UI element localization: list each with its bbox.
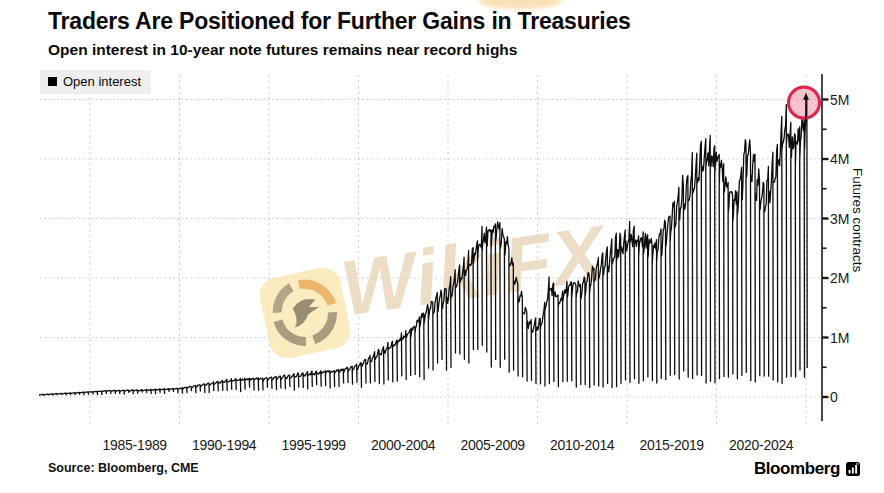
y-axis-minor-tick: [822, 247, 827, 249]
y-axis-minor-tick: [822, 128, 827, 130]
y-axis-major-tick: [822, 217, 829, 219]
y-axis-minor-tick: [822, 188, 827, 190]
y-axis-major-tick: [822, 158, 829, 160]
x-tick-label: 2015-2019: [626, 437, 718, 453]
source-note: Source: Bloomberg, CME: [48, 461, 199, 475]
y-axis-major-tick: [822, 98, 829, 100]
bloomberg-wordmark: Bloomberg: [754, 459, 840, 479]
record-high-arrowhead: [803, 93, 809, 100]
legend: Open interest: [40, 70, 151, 94]
record-high-marker: [789, 87, 820, 118]
y-axis-major-tick: [822, 277, 829, 279]
y-tick-label: 5M: [830, 91, 870, 109]
y-axis-major-tick: [822, 396, 829, 398]
x-tick-label: 1990-1994: [178, 437, 270, 453]
y-tick-label: 0: [830, 388, 870, 406]
x-tick-label: 2005-2009: [447, 437, 539, 453]
y-axis-major-tick: [822, 336, 829, 338]
x-tick-label: 1985-1989: [89, 437, 181, 453]
x-tick-label: 2020-2024: [715, 437, 807, 453]
chart-subtitle: Open interest in 10-year note futures re…: [48, 41, 517, 59]
x-tick-label: 1995-1999: [268, 437, 360, 453]
bloomberg-branding: Bloomberg: [754, 459, 860, 479]
x-tick-label: 2010-2014: [536, 437, 628, 453]
y-axis-minor-tick: [822, 307, 827, 309]
legend-label: Open interest: [63, 74, 141, 89]
x-tick-label: 2000-2004: [357, 437, 449, 453]
y-axis-minor-tick: [822, 366, 827, 368]
y-axis-title: Futures contracts: [850, 168, 865, 368]
watermark-eagle-logo-icon: [256, 264, 353, 361]
chart-title: Traders Are Positioned for Further Gains…: [48, 8, 631, 35]
legend-swatch-icon: [48, 77, 57, 86]
bloomberg-terminal-icon: [846, 462, 860, 476]
watermark-text: WikiFX: [336, 208, 611, 335]
y-tick-label: 4M: [830, 150, 870, 168]
